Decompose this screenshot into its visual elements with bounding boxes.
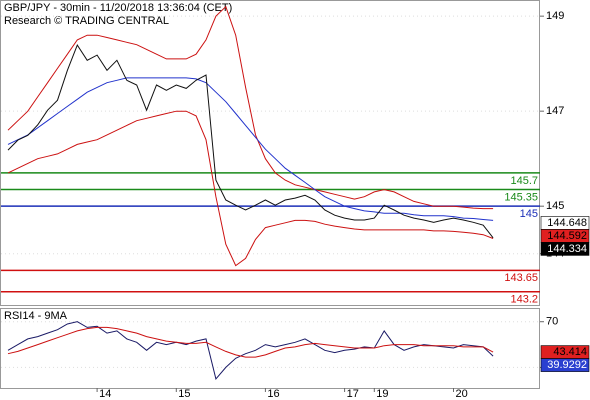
level-label: 143.65: [504, 272, 538, 284]
y-tick-label: 147: [546, 105, 564, 117]
series-line: [7, 321, 494, 380]
price-tag: [540, 358, 590, 372]
price-tag-label: 39.9292: [547, 359, 587, 371]
rsi-panel: [0, 308, 540, 389]
chart-title: GBP/JPY - 30min - 11/20/2018 13:36:04 (C…: [4, 2, 232, 14]
main-panel: [0, 0, 540, 306]
x-tick-label: 17: [347, 388, 359, 400]
level-label: 145: [520, 208, 538, 220]
series-line: [7, 44, 494, 239]
rsi-label: RSI14 - 9MA: [4, 310, 68, 322]
y-tick-label: 149: [546, 10, 564, 22]
x-tick-label: 20: [456, 388, 468, 400]
y-tick-label: 145: [546, 200, 564, 212]
price-tag-label: 144.648: [547, 217, 587, 229]
source: Research © TRADING CENTRAL: [4, 15, 169, 27]
price-tag-label: 144.592: [547, 230, 587, 242]
level-label: 143.2: [510, 294, 538, 306]
series-line: [7, 77, 494, 221]
x-tick-label: 14: [99, 388, 111, 400]
series-line: [7, 326, 494, 358]
price-tag: [540, 242, 590, 256]
price-tag-label: 43.414: [553, 346, 587, 358]
x-tick-label: 19: [376, 388, 388, 400]
series-line: [7, 5, 494, 210]
level-label: 145.35: [504, 191, 538, 203]
series-line: [7, 110, 494, 267]
level-label: 145.7: [510, 175, 538, 187]
x-tick-label: 16: [267, 388, 279, 400]
x-tick-label: 15: [178, 388, 190, 400]
price-tag-label: 144.334: [547, 243, 587, 255]
y-tick-label: 70: [546, 316, 558, 328]
